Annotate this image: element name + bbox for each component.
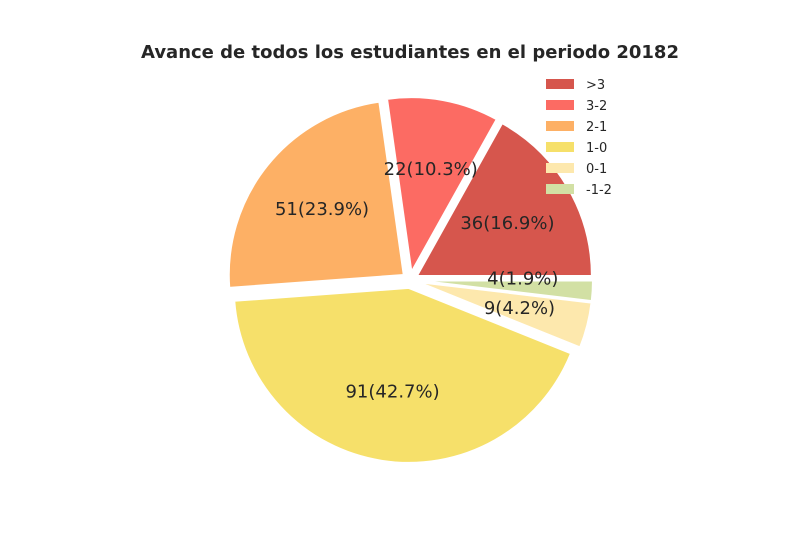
legend-label-1: 3-2 xyxy=(586,99,607,114)
pie-slice-labels: 36(16.9%) 22(10.3%) 51(23.9%) 91(42.7%) 9(4.… xyxy=(275,159,558,403)
legend-label-4: 0-1 xyxy=(586,162,607,177)
pie-slice-1 xyxy=(385,96,499,276)
legend-swatch-5 xyxy=(546,184,574,194)
legend-swatch-3 xyxy=(546,142,574,152)
legend-label-2: 2-1 xyxy=(586,120,607,135)
pie-slice-3 xyxy=(233,286,573,464)
pie-slice-2 xyxy=(227,100,405,289)
legend-label-3: 1-0 xyxy=(586,141,607,156)
slice-label-3: 91(42.7%) xyxy=(345,382,439,403)
legend-label-0: >3 xyxy=(586,78,605,93)
pie-slice-5 xyxy=(417,279,594,303)
slice-label-4: 9(4.2%) xyxy=(484,298,555,319)
legend-swatch-1 xyxy=(546,100,574,110)
legend-swatch-2 xyxy=(546,121,574,131)
chart-title: Avance de todos los estudiantes en el pe… xyxy=(141,42,679,63)
slice-label-0: 36(16.9%) xyxy=(460,213,554,234)
legend-swatch-4 xyxy=(546,163,574,173)
pie-slices xyxy=(227,96,594,464)
slice-label-1: 22(10.3%) xyxy=(384,159,478,180)
slice-label-2: 51(23.9%) xyxy=(275,199,369,220)
legend-swatch-0 xyxy=(546,79,574,89)
legend: >3 3-2 2-1 1-0 0-1 -1-2 xyxy=(546,78,612,198)
legend-label-5: -1-2 xyxy=(586,183,612,198)
slice-label-5: 4(1.9%) xyxy=(487,269,558,290)
pie-slice-4 xyxy=(417,280,593,349)
